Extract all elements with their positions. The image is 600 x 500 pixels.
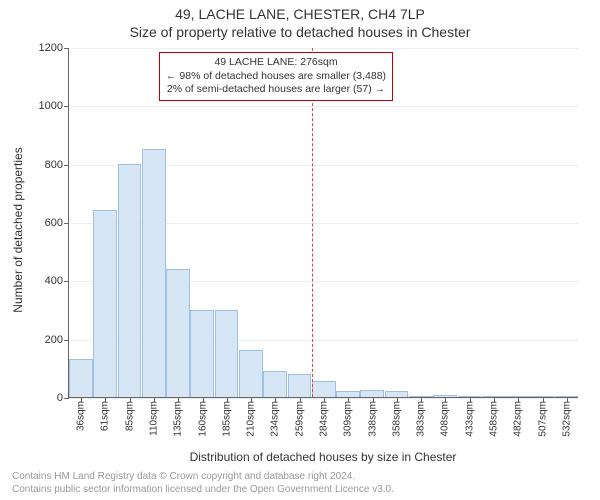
x-tick-label: 507sqm [537, 397, 548, 437]
x-tick-label: 234sqm [270, 397, 281, 437]
x-tick-label: 36sqm [76, 397, 87, 431]
footer-attribution: Contains HM Land Registry data © Crown c… [12, 470, 394, 496]
x-tick-label: 160sqm [197, 397, 208, 437]
y-tick-mark [64, 106, 69, 107]
annotation-box: 49 LACHE LANE: 276sqm← 98% of detached h… [159, 52, 393, 101]
y-axis-label: Number of detached properties [11, 147, 25, 312]
gridline [69, 48, 578, 49]
histogram-bar [312, 381, 336, 397]
histogram-bar [239, 350, 263, 397]
histogram-bar [93, 210, 117, 397]
y-tick-mark [64, 281, 69, 282]
x-tick-label: 338sqm [367, 397, 378, 437]
histogram-bar [360, 390, 384, 397]
x-tick-label: 259sqm [294, 397, 305, 437]
y-tick-mark [64, 340, 69, 341]
x-tick-label: 358sqm [391, 397, 402, 437]
y-tick-mark [64, 165, 69, 166]
x-tick-label: 185sqm [221, 397, 232, 437]
x-tick-label: 458sqm [489, 397, 500, 437]
histogram-bar [215, 310, 239, 398]
histogram-bar [166, 269, 190, 397]
x-tick-label: 61sqm [100, 397, 111, 431]
y-tick-mark [64, 398, 69, 399]
gridline [69, 106, 578, 107]
x-tick-label: 135sqm [173, 397, 184, 437]
footer-line-2: Contains public sector information licen… [12, 483, 394, 496]
histogram-bar [288, 374, 312, 397]
annotation-line: 2% of semi-detached houses are larger (5… [166, 83, 386, 97]
histogram-bar [118, 164, 142, 397]
x-tick-label: 433sqm [464, 397, 475, 437]
page-subtitle: Size of property relative to detached ho… [0, 22, 600, 40]
x-tick-label: 408sqm [440, 397, 451, 437]
x-tick-label: 85sqm [124, 397, 135, 431]
x-tick-label: 383sqm [416, 397, 427, 437]
histogram-bar [190, 310, 214, 398]
y-tick-mark [64, 48, 69, 49]
histogram-bar [263, 371, 287, 397]
histogram-bar [142, 149, 166, 397]
histogram-chart: 02004006008001000120036sqm61sqm85sqm110s… [68, 48, 578, 398]
histogram-bar [69, 359, 93, 397]
annotation-line: ← 98% of detached houses are smaller (3,… [166, 70, 386, 84]
x-tick-label: 309sqm [343, 397, 354, 437]
x-tick-label: 110sqm [149, 397, 160, 436]
x-tick-label: 532sqm [561, 397, 572, 437]
x-axis-label: Distribution of detached houses by size … [68, 450, 578, 464]
x-tick-label: 284sqm [319, 397, 330, 437]
y-tick-mark [64, 223, 69, 224]
x-tick-label: 210sqm [246, 397, 257, 437]
page-title-address: 49, LACHE LANE, CHESTER, CH4 7LP [0, 0, 600, 22]
footer-line-1: Contains HM Land Registry data © Crown c… [12, 470, 394, 483]
x-tick-label: 482sqm [513, 397, 524, 437]
annotation-line: 49 LACHE LANE: 276sqm [166, 56, 386, 70]
